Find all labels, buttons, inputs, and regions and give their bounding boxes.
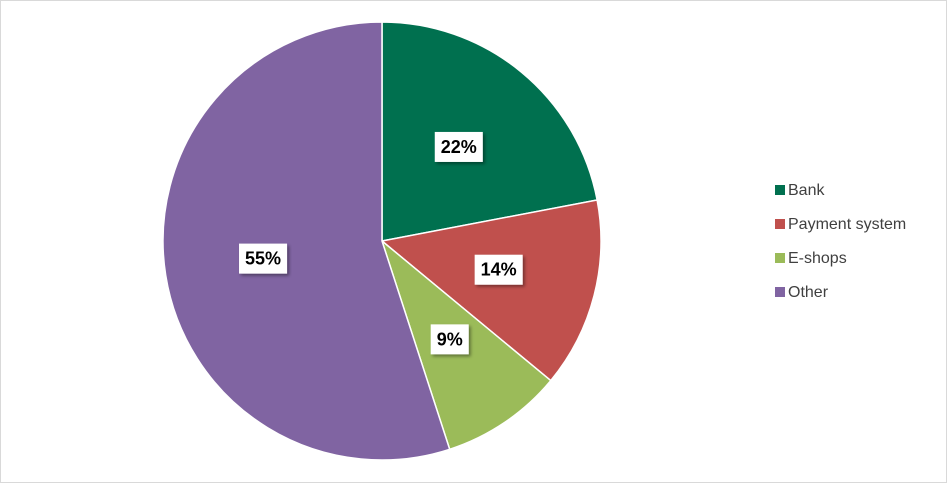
- legend-swatch: [775, 253, 785, 263]
- legend-label: Other: [788, 284, 829, 301]
- pie-slice: [380, 199, 602, 382]
- legend-swatch: [775, 219, 785, 229]
- data-label: 14%: [474, 254, 523, 285]
- pie-slice: [162, 21, 451, 461]
- data-label: 22%: [434, 131, 483, 162]
- legend-label: E-shops: [788, 250, 847, 267]
- data-label-text: 22%: [441, 137, 477, 157]
- data-label-box: [474, 254, 523, 285]
- data-label-box: [430, 324, 469, 355]
- data-label-text: 9%: [437, 329, 463, 349]
- data-label: 9%: [430, 324, 469, 355]
- legend-swatch: [775, 185, 785, 195]
- data-label-box: [239, 243, 288, 274]
- data-label-text: 14%: [481, 260, 517, 280]
- data-label: 55%: [239, 243, 288, 274]
- legend-label: Payment system: [788, 216, 906, 233]
- data-label-text: 55%: [245, 249, 281, 269]
- data-label-box: [434, 131, 483, 162]
- legend-swatch: [775, 287, 785, 297]
- pie-slice: [381, 21, 598, 242]
- legend-label: Bank: [788, 182, 825, 199]
